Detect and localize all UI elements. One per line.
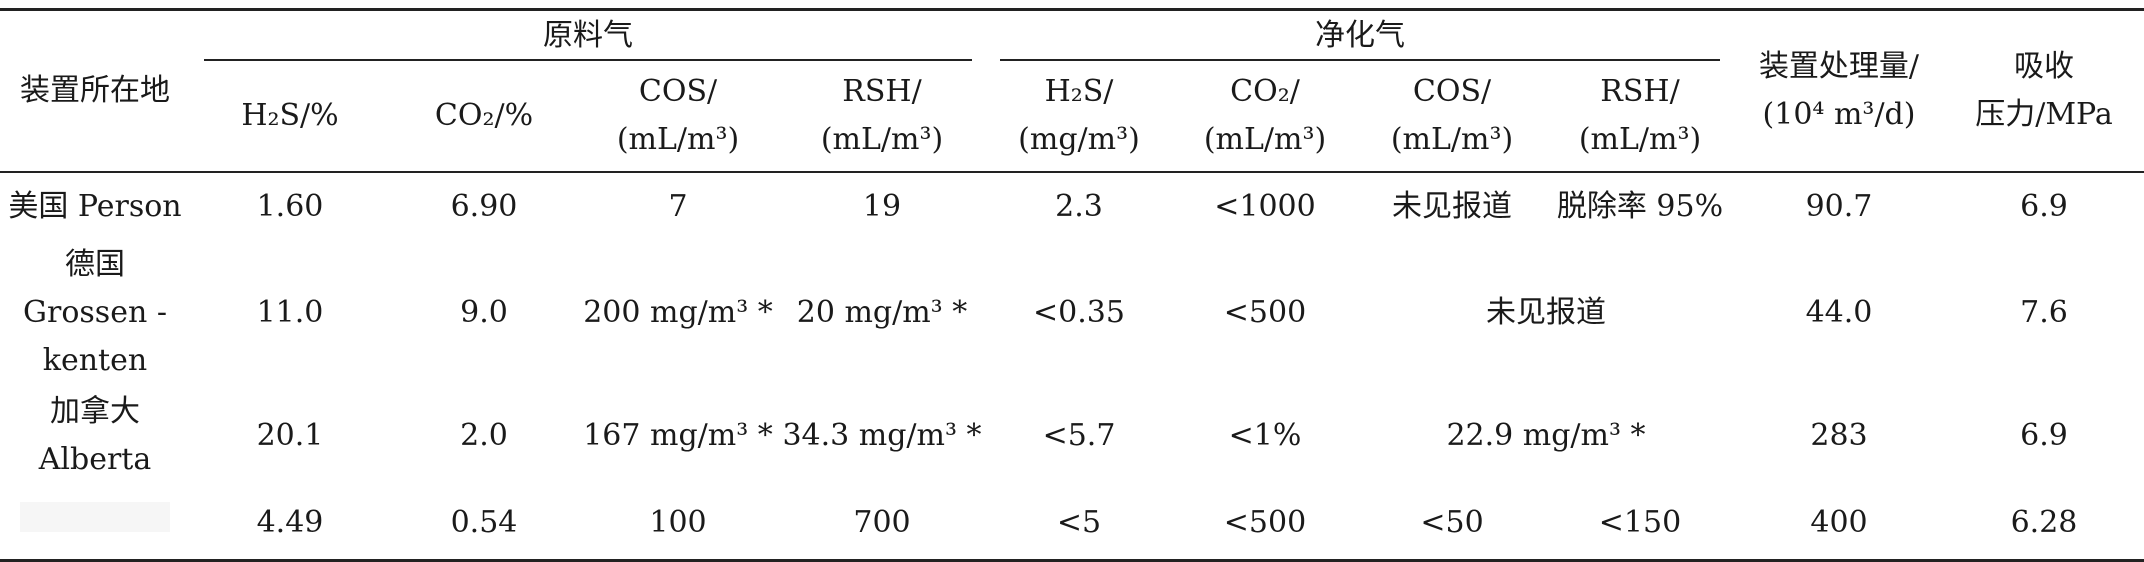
table-cell: 未见报道 bbox=[1392, 189, 1512, 224]
header-feed-cos: COS/(mL/m³) bbox=[616, 74, 740, 157]
row-location: 德国 Grossen - kenten bbox=[23, 247, 167, 378]
table-cell: 2.3 bbox=[1055, 189, 1103, 224]
row-location: 美国 Person bbox=[8, 189, 182, 224]
table-cell: 90.7 bbox=[1805, 189, 1873, 224]
table-cell: 未见报道 bbox=[1486, 295, 1606, 330]
table-cell: 脱除率 95% bbox=[1556, 189, 1724, 224]
row-location: 加拿大 Alberta bbox=[38, 394, 152, 477]
table-row: 加拿大 Alberta 20.1 2.0 167 mg/m³ * 34.3 mg/… bbox=[0, 385, 2144, 487]
table-cell: 20.1 bbox=[256, 418, 324, 453]
header-feed-h2s: H₂S/% bbox=[241, 98, 339, 133]
table-cell: 6.90 bbox=[450, 189, 518, 224]
table-cell: <50 bbox=[1358, 487, 1546, 562]
table-row: 4.49 0.54 100 700 <5 <500 <50 <150 400 6… bbox=[0, 487, 2144, 562]
header-pure-co2: CO₂/(mL/m³) bbox=[1203, 74, 1327, 157]
table-cell: <500 bbox=[1223, 295, 1307, 330]
table-row: 德国 Grossen - kenten 11.0 9.0 200 mg/m³ * … bbox=[0, 241, 2144, 385]
table-cell: 4.49 bbox=[190, 487, 390, 562]
table-cell: 22.9 mg/m³ * bbox=[1446, 418, 1646, 453]
table-cell: 7 bbox=[668, 189, 688, 224]
table-cell: 9.0 bbox=[460, 295, 508, 330]
table-cell: 400 bbox=[1734, 487, 1944, 562]
table-cell: 2.0 bbox=[460, 418, 508, 453]
table-cell: 19 bbox=[862, 189, 902, 224]
redacted-location bbox=[20, 502, 170, 532]
table-cell: 44.0 bbox=[1805, 295, 1873, 330]
table-cell: <1000 bbox=[1214, 189, 1316, 224]
table-row: 美国 Person 1.60 6.90 7 19 2.3 <1000 未见报道 … bbox=[0, 172, 2144, 241]
table-cell: 1.60 bbox=[256, 189, 324, 224]
header-pure-rsh: RSH/(mL/m³) bbox=[1578, 74, 1702, 157]
table-cell: 7.6 bbox=[2020, 295, 2068, 330]
table-cell: <0.35 bbox=[1033, 295, 1125, 330]
table-cell: <150 bbox=[1546, 487, 1734, 562]
table-cell: <5 bbox=[986, 487, 1172, 562]
table-cell: <5.7 bbox=[1042, 418, 1116, 453]
header-pure-h2s: H₂S/(mg/m³) bbox=[1018, 74, 1140, 157]
header-capacity: 装置处理量/ (10⁴ m³/d) bbox=[1734, 8, 1944, 172]
table-cell: 0.54 bbox=[390, 487, 578, 562]
header-purified-gas: 净化气 bbox=[986, 8, 1734, 61]
table-cell: 6.9 bbox=[2020, 189, 2068, 224]
header-feed-co2: CO₂/% bbox=[434, 98, 534, 133]
table-cell: 34.3 mg/m³ * bbox=[782, 418, 982, 453]
header-feed-rsh: RSH/(mL/m³) bbox=[820, 74, 944, 157]
header-absorption-pressure: 吸收 压力/MPa bbox=[1944, 8, 2144, 172]
table-cell: <1% bbox=[1228, 418, 1302, 453]
header-location: 装置所在地 bbox=[0, 8, 190, 172]
table-cell: 11.0 bbox=[256, 295, 324, 330]
table-cell: 20 mg/m³ * bbox=[796, 295, 968, 330]
row-location bbox=[0, 487, 190, 562]
table-cell: 200 mg/m³ * bbox=[583, 295, 773, 330]
table-cell: 6.9 bbox=[2020, 418, 2068, 453]
table-cell: 6.28 bbox=[1944, 487, 2144, 562]
table-cell: 700 bbox=[778, 487, 986, 562]
header-feed-gas: 原料气 bbox=[190, 8, 986, 61]
table-cell: 283 bbox=[1810, 418, 1868, 453]
table-cell: <500 bbox=[1172, 487, 1358, 562]
header-pure-cos: COS/(mL/m³) bbox=[1390, 74, 1514, 157]
table-cell: 167 mg/m³ * bbox=[583, 418, 773, 453]
gas-purification-table: 装置所在地 原料气 净化气 装置处理量/ (10⁴ m³/d) 吸收 压力/MP… bbox=[0, 8, 2144, 562]
table-cell: 100 bbox=[578, 487, 778, 562]
data-table-region: 装置所在地 原料气 净化气 装置处理量/ (10⁴ m³/d) 吸收 压力/MP… bbox=[0, 8, 2144, 562]
